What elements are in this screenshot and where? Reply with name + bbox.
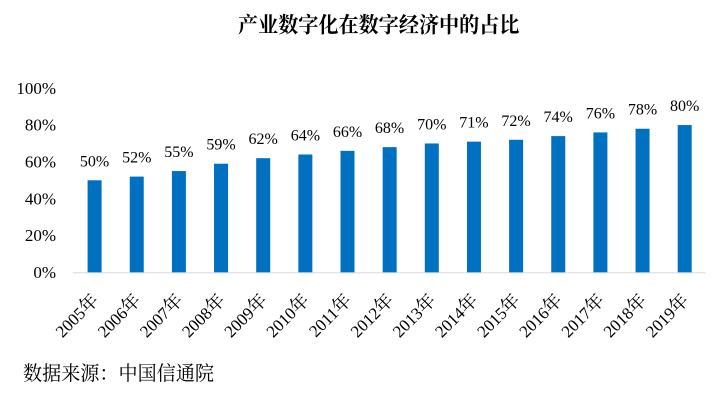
svg-text:76%: 76% [586, 105, 615, 122]
svg-text:52%: 52% [122, 150, 151, 167]
svg-text:80%: 80% [670, 98, 699, 115]
svg-text:50%: 50% [80, 153, 109, 170]
svg-text:20%: 20% [25, 226, 56, 245]
svg-text:100%: 100% [16, 79, 56, 98]
svg-text:60%: 60% [25, 153, 56, 172]
svg-text:72%: 72% [501, 113, 530, 130]
svg-text:70%: 70% [417, 117, 446, 134]
svg-text:66%: 66% [333, 124, 362, 141]
svg-text:55%: 55% [164, 144, 193, 161]
svg-text:62%: 62% [249, 131, 278, 148]
svg-text:68%: 68% [375, 120, 404, 137]
svg-text:80%: 80% [25, 116, 56, 135]
svg-text:59%: 59% [206, 137, 235, 154]
svg-text:74%: 74% [544, 109, 573, 126]
svg-text:78%: 78% [628, 102, 657, 119]
svg-text:71%: 71% [459, 115, 488, 132]
svg-text:40%: 40% [25, 189, 56, 208]
svg-text:0%: 0% [33, 263, 56, 282]
svg-text:64%: 64% [291, 128, 320, 145]
